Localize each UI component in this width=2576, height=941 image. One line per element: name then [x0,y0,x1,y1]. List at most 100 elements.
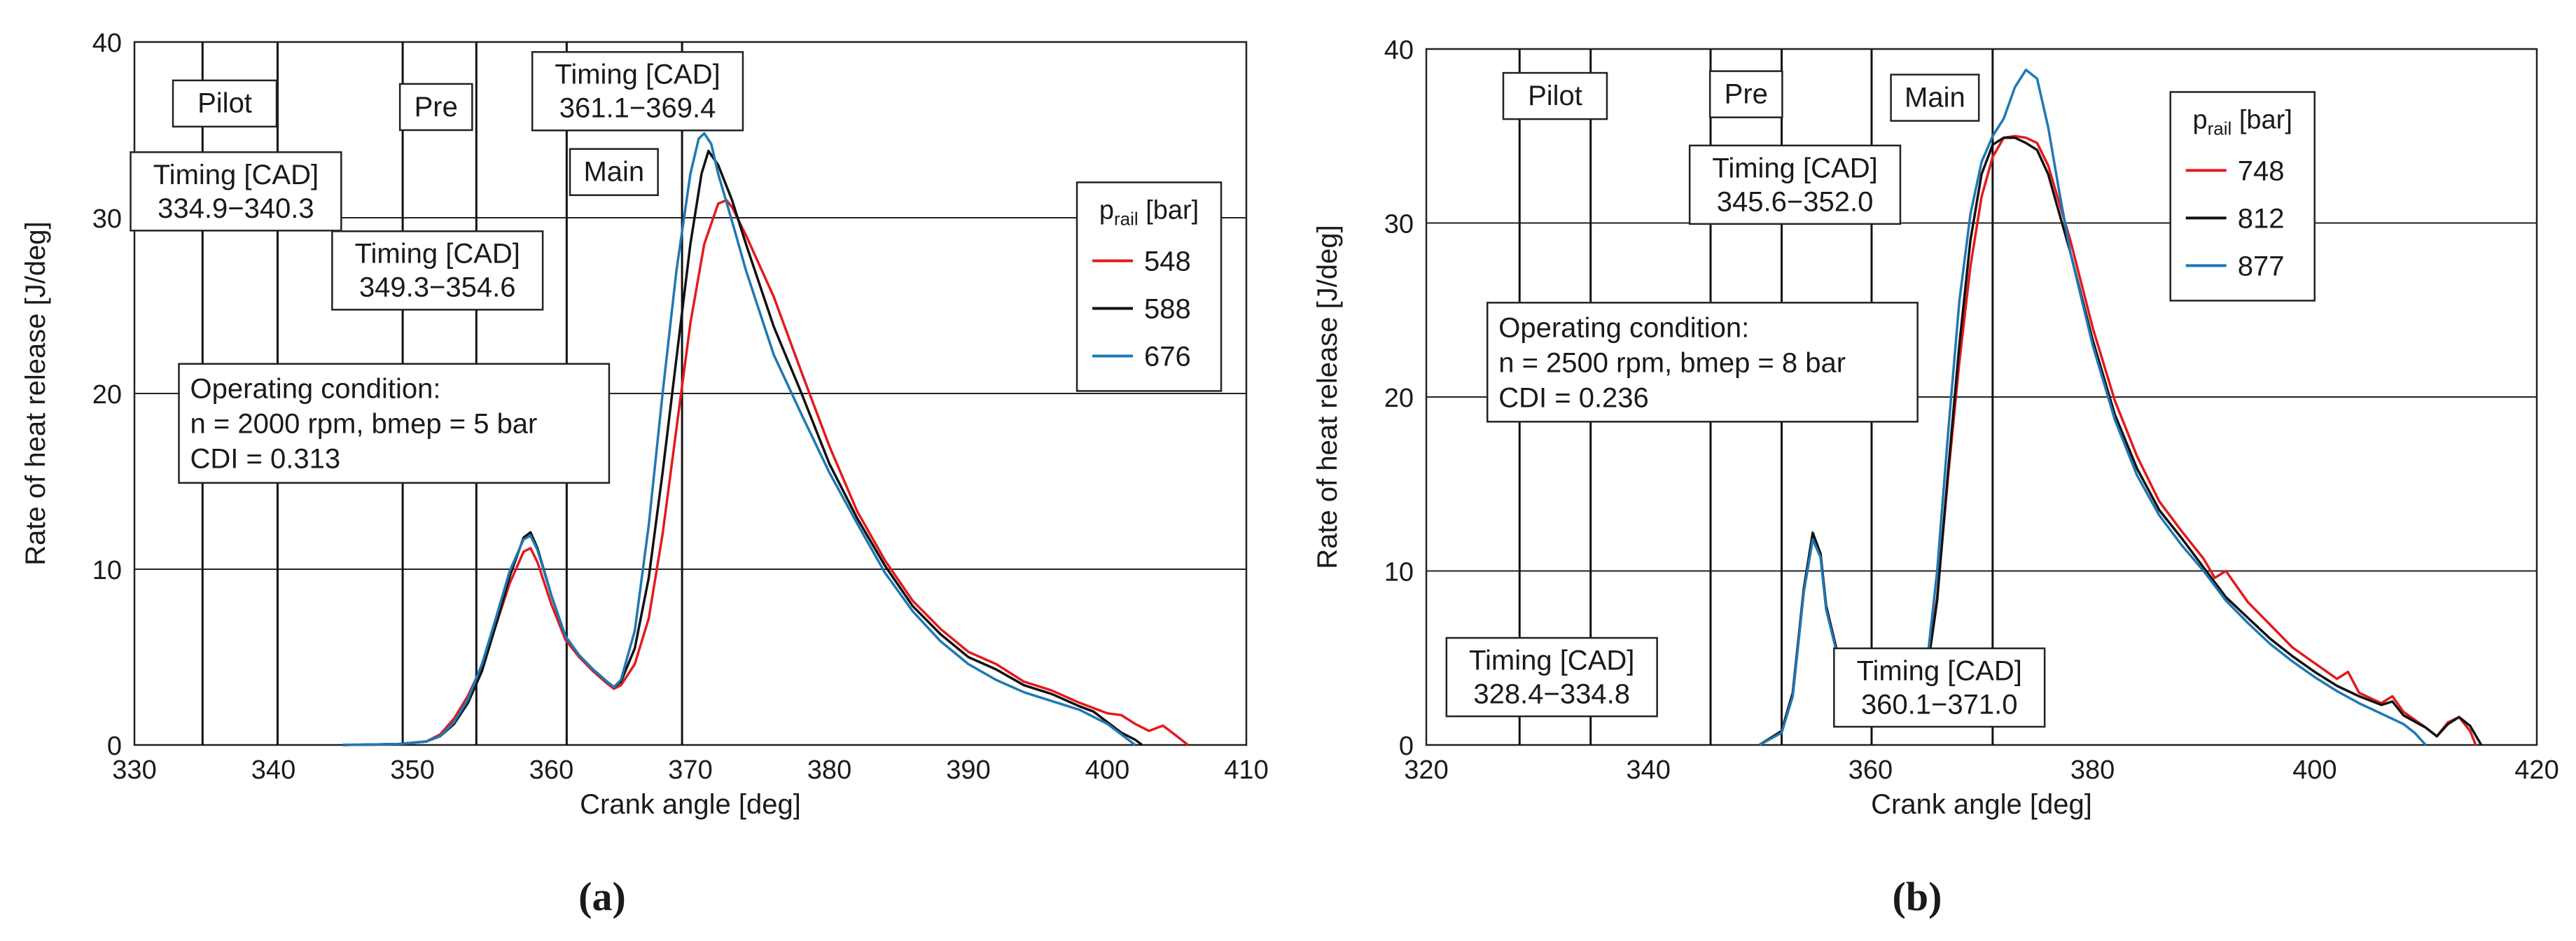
phase-label-main-text: Main [1905,82,1965,113]
phase-label-pre-text: Pre [1725,78,1768,109]
timing-annotation-text: 360.1−371.0 [1861,689,2018,720]
x-tick-label: 400 [2292,755,2337,785]
x-tick-label: 380 [807,755,851,785]
phase-label-main-text: Main [583,157,644,188]
timing-annotation-frame [130,151,342,232]
y-tick-label: 40 [1384,36,1414,65]
x-tick-label: 420 [2514,755,2558,785]
legend: prail [bar] 748 812 877 [2169,91,2316,302]
legend-entry-label: 676 [1144,341,1191,372]
legend-title-unit: [bar] [1139,195,1199,225]
legend: prail [bar] 548 588 676 [1075,181,1223,392]
timing-annotation: Timing [CAD]334.9−340.3 [130,151,342,232]
x-tick-label: 340 [1626,755,1670,785]
timing-annotation-text: 328.4−334.8 [1473,679,1630,710]
timing-annotation-frame [1688,144,1902,225]
phase-label-pre-text: Pre [415,92,458,123]
series-line-588 [342,149,1143,746]
phase-label-pilot-text: Pilot [1528,81,1582,111]
phase-label-pilot: Pilot [172,79,278,128]
phase-label-main: Main [569,148,659,196]
y-axis-label: Rate of heat release [J/deg] [20,221,51,565]
phase-label-pilot-text: Pilot [197,88,252,119]
legend-entry-label: 812 [2238,203,2285,234]
timing-annotation-text: Timing [CAD] [1469,646,1634,676]
timing-annotation-text: Timing [CAD] [1712,153,1877,183]
y-tick-label: 10 [1384,558,1414,587]
timing-annotation-text: Timing [CAD] [355,239,520,270]
legend-entry-label: 748 [2238,155,2285,186]
series-line-676 [342,132,1136,746]
timing-annotation-text: Timing [CAD] [1857,655,2022,686]
legend-title-subscript: rail [2208,118,2232,139]
timing-annotation-frame [1833,647,2046,728]
phase-label-main: Main [1890,74,1980,122]
phase-label-pre: Pre [398,83,473,132]
timing-annotation: Timing [CAD]349.3−354.6 [331,230,544,311]
operating-condition-box-text: n = 2000 rpm, bmep = 5 bar [190,409,538,440]
x-tick-label: 400 [1085,755,1129,785]
x-tick-label: 330 [112,755,156,785]
y-tick-label: 20 [92,380,122,410]
timing-annotation-text: Timing [CAD] [153,160,319,190]
timing-annotation-text: 361.1−369.4 [559,93,716,124]
operating-condition-box: Operating condition: n = 2000 rpm, bmep =… [178,363,611,484]
y-axis-label: Rate of heat release [J/deg] [1312,225,1343,569]
operating-condition-box-text: Operating condition: [1498,312,1749,343]
phase-label-main-frame [569,148,659,196]
timing-annotation: Timing [CAD]345.6−352.0 [1688,144,1902,225]
timing-annotation-text: 349.3−354.6 [359,272,516,303]
legend-title: prail [bar] [1099,195,1199,229]
operating-condition-box-text: CDI = 0.236 [1498,382,1649,413]
phase-label-pre-frame [1708,70,1783,118]
operating-condition-box-text: n = 2500 rpm, bmep = 8 bar [1498,347,1846,378]
legend-entry-label: 588 [1144,293,1191,324]
x-axis-label: Crank angle [deg] [1871,789,2092,820]
timing-annotation-frame [331,230,544,311]
legend-entry-label: 877 [2238,251,2285,281]
x-tick-label: 380 [2070,755,2115,785]
operating-condition-box: Operating condition: n = 2500 rpm, bmep =… [1486,302,1919,423]
legend-entry-label: 548 [1144,246,1191,277]
phase-label-pilot-frame [1502,71,1608,120]
x-tick-label: 340 [251,755,295,785]
phase-label-pre-frame [398,83,473,132]
operating-condition-box-text: CDI = 0.313 [190,444,341,475]
phase-label-pre: Pre [1708,70,1783,118]
plot-frame [1425,48,2538,746]
timing-annotation-frame [1445,636,1658,718]
legend-title-subscript: rail [1114,208,1139,229]
x-tick-label: 370 [668,755,712,785]
x-tick-label: 410 [1224,755,1268,785]
phase-label-pilot: Pilot [1502,71,1608,120]
plot-frame [133,41,1248,746]
y-tick-label: 30 [92,204,122,234]
legend-title: prail [bar] [2192,105,2292,139]
timing-annotation-text: 345.6−352.0 [1717,186,1874,217]
y-tick-label: 0 [1399,732,1414,761]
legend-title-main: p [2192,105,2207,134]
legend-title-main: p [1099,195,1114,225]
phase-label-pilot-frame [172,79,278,128]
x-axis-label: Crank angle [deg] [580,789,801,820]
chart-a: 330 340 350 360 370 380 390 400 410 0 10 20 30 40 Cran… [20,29,1269,919]
figure-caption: (a) [578,874,626,919]
x-tick-label: 320 [1404,755,1448,785]
y-tick-label: 10 [92,556,122,585]
legend-frame [1075,181,1223,392]
timing-annotation-text: 334.9−340.3 [158,193,314,224]
series-line-548 [342,199,1189,746]
chart-b: 320 340 360 380 400 420 0 10 20 30 40 Crank angle [… [1312,36,2559,919]
operating-condition-box-frame [1486,302,1919,423]
x-tick-label: 350 [390,755,434,785]
phase-label-main-frame [1890,74,1980,122]
timing-annotation-frame [531,51,744,132]
y-tick-label: 20 [1384,384,1414,413]
timing-annotation: Timing [CAD]361.1−369.4 [531,51,744,132]
y-tick-label: 30 [1384,210,1414,239]
operating-condition-box-frame [178,363,611,484]
legend-title-unit: [bar] [2232,105,2292,134]
operating-condition-box-text: Operating condition: [190,374,441,405]
